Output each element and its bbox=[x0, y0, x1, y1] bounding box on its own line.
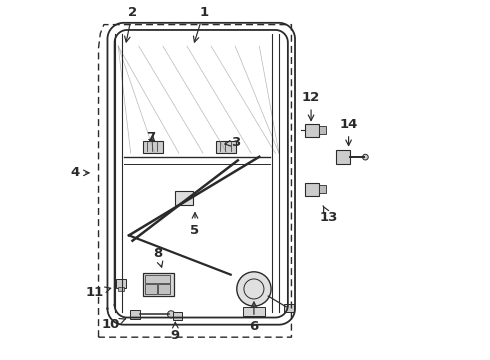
Bar bbox=[336, 150, 350, 164]
Text: 10: 10 bbox=[102, 318, 126, 331]
Text: 2: 2 bbox=[124, 6, 137, 42]
Text: 1: 1 bbox=[194, 6, 208, 42]
Bar bbox=[158, 284, 170, 294]
Text: 4: 4 bbox=[71, 166, 89, 179]
Text: 6: 6 bbox=[249, 302, 259, 333]
Text: 13: 13 bbox=[320, 206, 338, 224]
FancyBboxPatch shape bbox=[217, 141, 236, 153]
Text: 9: 9 bbox=[171, 323, 180, 342]
Bar bbox=[145, 275, 170, 283]
Text: 8: 8 bbox=[153, 247, 163, 267]
Bar bbox=[175, 191, 193, 205]
Bar bbox=[243, 307, 265, 316]
Circle shape bbox=[237, 272, 271, 306]
Bar bbox=[130, 310, 140, 319]
Text: 3: 3 bbox=[225, 136, 241, 149]
Bar bbox=[284, 304, 294, 312]
Text: 5: 5 bbox=[191, 213, 199, 237]
Bar bbox=[305, 183, 319, 196]
Text: 12: 12 bbox=[302, 91, 320, 121]
Circle shape bbox=[168, 311, 174, 318]
Bar bbox=[305, 123, 319, 137]
Bar bbox=[118, 287, 123, 292]
Text: 7: 7 bbox=[146, 131, 155, 144]
FancyBboxPatch shape bbox=[143, 273, 173, 296]
Circle shape bbox=[363, 154, 368, 160]
Bar bbox=[173, 312, 182, 320]
Bar bbox=[319, 185, 326, 193]
FancyBboxPatch shape bbox=[143, 141, 163, 153]
Text: 14: 14 bbox=[340, 118, 358, 145]
Bar bbox=[145, 284, 157, 294]
Bar bbox=[116, 279, 126, 288]
Text: 11: 11 bbox=[86, 286, 111, 299]
Bar bbox=[319, 126, 326, 134]
